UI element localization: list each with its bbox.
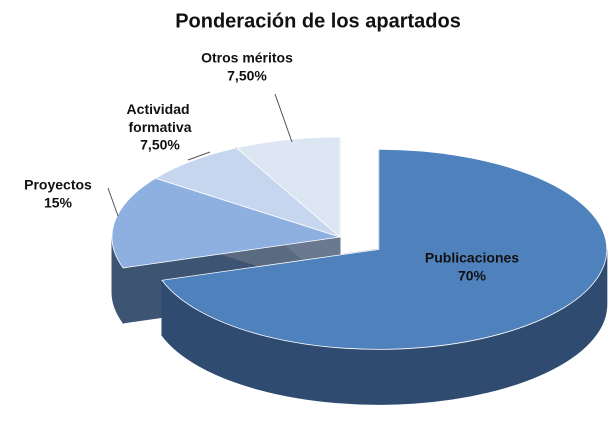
value-label: 70% <box>458 268 487 284</box>
label-line: Actividad <box>127 101 194 117</box>
leader-line <box>274 93 293 143</box>
slice <box>235 136 341 238</box>
slice <box>111 177 341 269</box>
chart-title: Ponderación de los apartados <box>175 10 461 32</box>
value-label: 7,50% <box>140 137 180 153</box>
label-line: formativa <box>128 119 191 135</box>
slice-label: Publicaciones <box>425 250 519 266</box>
value-label: 15% <box>44 195 73 211</box>
slice-label: Proyectos <box>24 177 92 193</box>
slice <box>161 148 608 350</box>
leader-line <box>187 151 211 161</box>
slice-label: Actividad formativa <box>127 101 194 135</box>
slice <box>154 147 341 238</box>
leader-line <box>107 187 119 217</box>
slice-label: Otros méritos <box>201 50 293 66</box>
value-label: 7,50% <box>227 68 267 84</box>
